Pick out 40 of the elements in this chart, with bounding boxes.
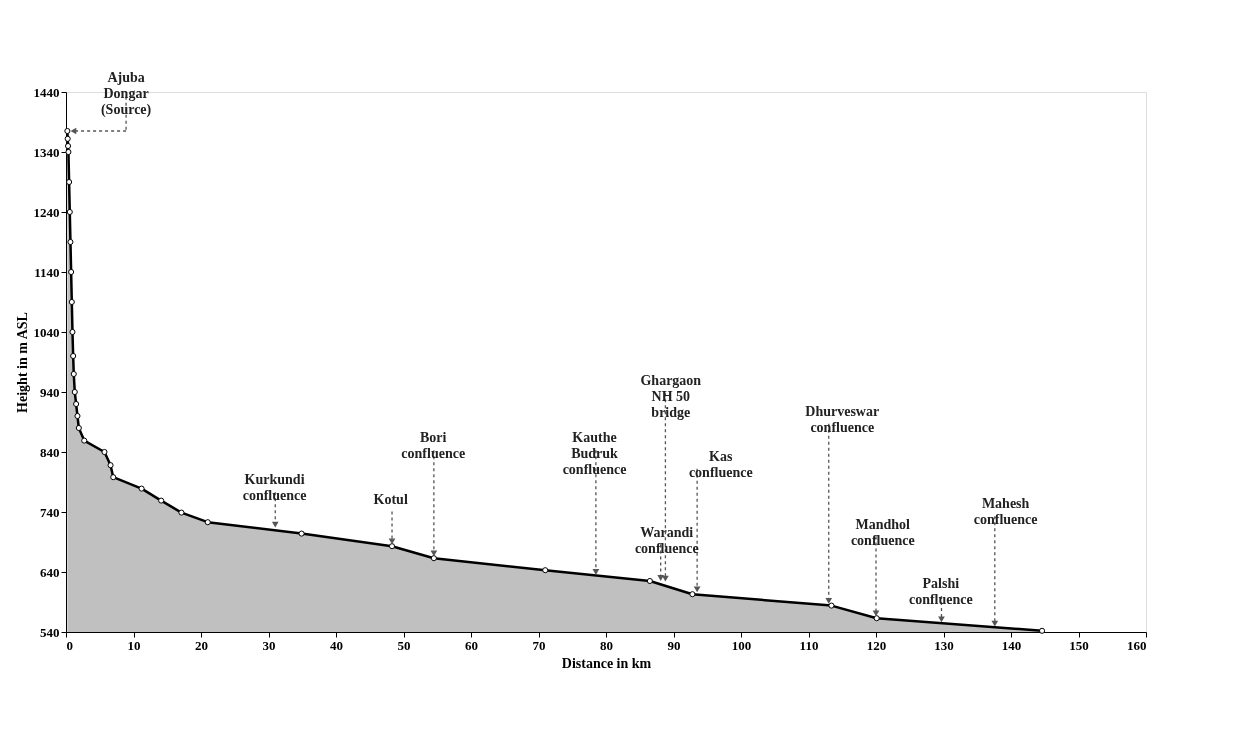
x-tick-label: 20 (195, 637, 208, 653)
x-tick-label: 0 (66, 637, 73, 653)
x-tick-label: 10 (127, 637, 141, 653)
annotation: Bori confluence (401, 430, 466, 462)
annotation: Kauthe Budruk confluence (562, 430, 627, 478)
annotation: Kurkundi confluence (242, 472, 307, 504)
y-tick-label: 1140 (34, 264, 60, 280)
x-tick-label: 70 (532, 637, 546, 653)
y-tick-label: 640 (40, 564, 60, 580)
x-tick-label: 150 (1069, 637, 1089, 653)
annotation: Palshi confluence (908, 576, 973, 608)
x-tick-label: 140 (1001, 637, 1022, 653)
x-tick-label: 130 (934, 637, 954, 653)
x-tick-label: 110 (799, 637, 819, 653)
y-tick-label: 1240 (33, 204, 60, 220)
annotation: Dhurveswar confluence (805, 404, 880, 435)
x-tick-label: 80 (600, 637, 613, 653)
y-tick-label: 1040 (33, 324, 60, 340)
x-tick-label: 120 (866, 637, 887, 653)
x-tick-label: 160 (1127, 637, 1147, 653)
annotation: Kas confluence (688, 449, 753, 480)
y-tick-label: 840 (40, 444, 60, 460)
y-tick-label: 1340 (33, 144, 60, 160)
annotation: Ajuba Dongar (Source) (100, 69, 152, 118)
x-tick-label: 40 (330, 637, 343, 653)
annotation: Mandhol confluence (850, 516, 915, 548)
x-tick-label: 100 (731, 637, 752, 653)
y-tick-label: 940 (40, 384, 60, 400)
annotation: Mahesh confluence (973, 496, 1038, 528)
y-tick-label: 540 (40, 624, 60, 640)
x-tick-label: 90 (667, 637, 681, 653)
x-tick-label: 50 (397, 637, 411, 653)
y-tick-label: 1440 (33, 84, 60, 100)
x-tick-label: 60 (465, 637, 478, 653)
x-tick-label: 30 (262, 637, 276, 653)
x-axis-title: Distance in km (561, 655, 652, 671)
annotation: Ghargaon NH 50 bridge (640, 373, 702, 421)
annotation: Kotul (373, 491, 408, 507)
y-tick-label: 740 (40, 504, 60, 520)
y-axis-title: Height in m ASL (14, 312, 30, 413)
